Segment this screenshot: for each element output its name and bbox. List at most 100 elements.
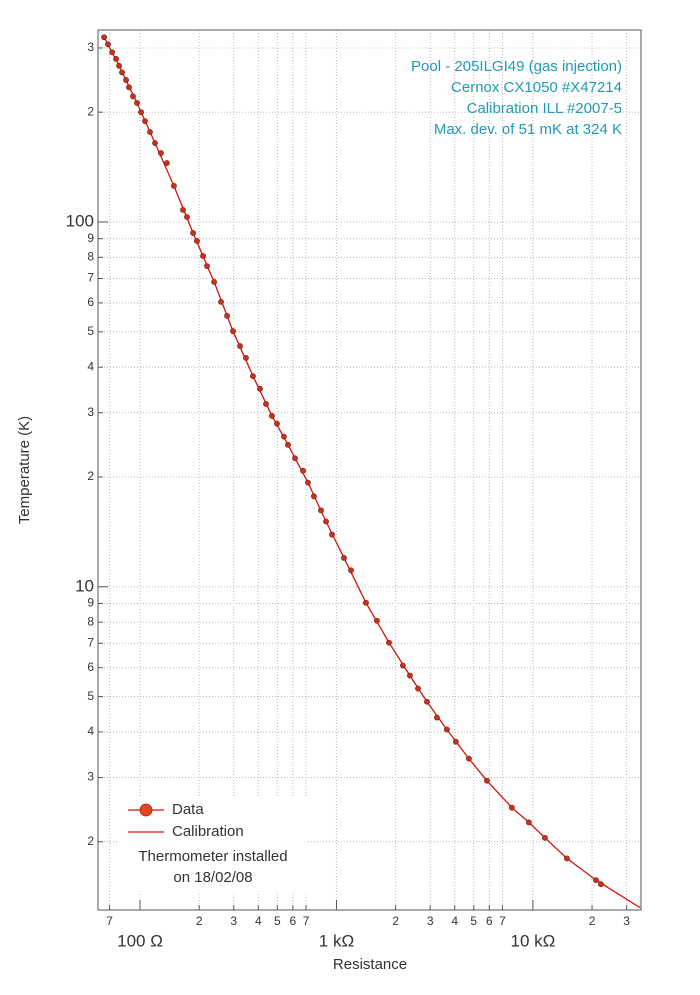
data-point (257, 385, 263, 392)
data-point (230, 328, 236, 335)
data-point (526, 819, 532, 826)
data-point (194, 238, 200, 244)
data-point (138, 109, 144, 116)
x-tick-label: 2 (196, 914, 203, 928)
x-tick-label: 6 (486, 914, 493, 928)
y-tick-label: 9 (87, 596, 94, 610)
data-point (109, 49, 116, 56)
data-point (329, 531, 335, 538)
y-tick-label: 7 (87, 635, 94, 649)
data-point (184, 214, 190, 220)
data-point (434, 714, 440, 721)
x-tick-label: 4 (451, 914, 458, 928)
y-tick-label: 7 (87, 271, 94, 285)
x-tick-label: 5 (470, 914, 477, 928)
x-tick-label: 100 Ω (117, 931, 163, 950)
y-tick-label: 100 (66, 211, 94, 230)
legend-marker (139, 803, 153, 817)
plot-frame (97, 29, 642, 911)
annotation: Max. dev. of 51 mK at 324 K (434, 121, 622, 138)
data-point (158, 150, 164, 156)
data-point (130, 93, 136, 100)
data-point (444, 726, 450, 733)
y-tick-label: 3 (87, 770, 94, 784)
legend-note: on 18/02/08 (173, 869, 252, 886)
data-point (237, 343, 243, 349)
data-point (281, 433, 287, 440)
data-point (593, 877, 599, 884)
data-point (243, 355, 249, 361)
data-point (341, 554, 347, 561)
data-point (113, 55, 119, 62)
y-tick-label: 3 (87, 405, 94, 419)
data-point (119, 69, 125, 76)
data-point (126, 84, 132, 91)
data-point (152, 140, 158, 146)
legend-label: Data (172, 801, 204, 818)
y-tick-label: 4 (87, 359, 94, 373)
data-point (386, 639, 392, 646)
data-point (101, 34, 107, 41)
x-axis-label: Resistance (333, 956, 407, 973)
data-point (424, 698, 430, 705)
y-tick-label: 2 (87, 469, 94, 483)
data-point (285, 441, 291, 448)
data-point (105, 41, 111, 48)
data-point (509, 804, 515, 811)
x-tick-label: 7 (499, 914, 506, 928)
x-tick-label: 3 (230, 914, 237, 928)
data-point (269, 413, 275, 419)
y-tick-label: 3 (87, 40, 94, 54)
annotation: Pool - 205ILGI49 (gas injection) (411, 58, 622, 75)
data-point (374, 617, 380, 624)
x-tick-label: 7 (106, 914, 113, 928)
y-tick-label: 8 (87, 614, 94, 628)
x-tick-label: 2 (392, 914, 399, 928)
data-point (142, 118, 148, 125)
x-tick-label: 3 (623, 914, 630, 928)
x-tick-label: 1 kΩ (319, 931, 354, 950)
data-point (250, 373, 256, 380)
data-point (453, 738, 459, 745)
data-point (300, 467, 306, 474)
data-point (190, 230, 196, 236)
data-point (400, 662, 406, 669)
y-tick-label: 10 (75, 576, 94, 595)
y-tick-label: 5 (87, 324, 94, 338)
data-point (415, 685, 421, 692)
legend-note: Thermometer installed (138, 848, 287, 865)
data-point (163, 160, 170, 166)
y-tick-label: 4 (87, 724, 94, 738)
data-point (407, 672, 413, 679)
data-point (224, 312, 230, 319)
data-point (348, 567, 354, 574)
y-axis-label: Temperature (K) (16, 416, 33, 524)
data-point (484, 777, 490, 784)
x-tick-label: 5 (274, 914, 281, 928)
x-tick-label: 10 kΩ (510, 931, 555, 950)
x-tick-label: 4 (255, 914, 262, 928)
data-point (211, 279, 218, 285)
data-point (542, 834, 548, 841)
data-point (466, 755, 472, 762)
y-tick-label: 2 (87, 104, 94, 118)
data-point (180, 207, 186, 213)
data-point (305, 479, 311, 486)
data-point (318, 507, 324, 514)
data-point (274, 420, 280, 427)
y-tick-label: 9 (87, 231, 94, 245)
annotation: Cernox CX1050 #X47214 (451, 79, 622, 96)
data-point (204, 263, 210, 270)
data-point (598, 881, 604, 888)
data-point (147, 129, 153, 135)
data-point (311, 493, 317, 500)
y-tick-label: 5 (87, 689, 94, 703)
data-point (134, 100, 140, 106)
x-tick-label: 2 (589, 914, 596, 928)
data-point (171, 182, 177, 189)
x-tick-label: 3 (427, 914, 434, 928)
data-point (363, 599, 369, 606)
x-tick-label: 6 (290, 914, 297, 928)
data-point (263, 401, 269, 407)
